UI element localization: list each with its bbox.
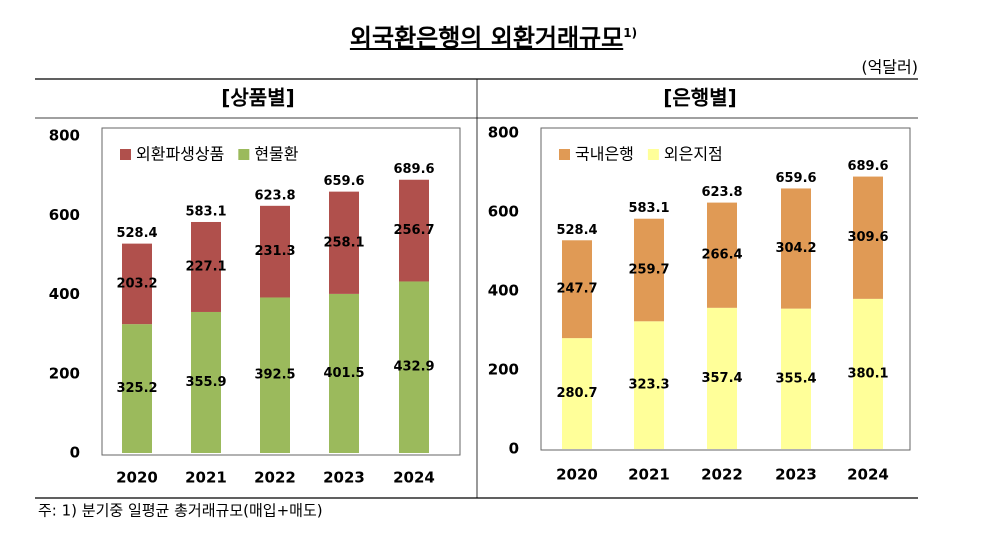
total-label: 689.6 — [393, 162, 434, 177]
value-label: 355.9 — [185, 375, 226, 390]
bar-segment — [260, 205, 290, 298]
y-tick-label: 400 — [488, 282, 519, 300]
x-tick-label: 2023 — [775, 466, 817, 484]
legend-label: 외은지점 — [664, 145, 723, 164]
x-tick-label: 2023 — [323, 469, 365, 487]
total-label: 689.6 — [847, 159, 888, 174]
page-title: 외국환은행의 외환거래규모1) — [0, 18, 987, 53]
bar-segment — [329, 191, 359, 294]
bar-segment — [707, 202, 737, 308]
x-tick-label: 2024 — [847, 466, 889, 484]
bar-segment — [260, 297, 290, 453]
panel-title: [은행별] — [663, 86, 736, 110]
legend-label: 국내은행 — [575, 145, 634, 164]
value-label: 392.5 — [254, 368, 295, 383]
legend-label: 외환파생상품 — [136, 145, 224, 164]
value-label: 227.1 — [185, 259, 226, 274]
y-tick-label: 200 — [488, 361, 519, 379]
y-tick-label: 600 — [488, 203, 519, 221]
value-label: 231.3 — [254, 244, 295, 259]
unit: (억달러) — [861, 58, 918, 77]
value-label: 259.7 — [628, 263, 669, 278]
value-label: 401.5 — [323, 366, 364, 381]
title-note: 1) — [623, 26, 638, 40]
legend-swatch — [647, 149, 659, 160]
bar-segment — [562, 240, 592, 339]
bar-segment — [399, 281, 429, 453]
total-label: 623.8 — [254, 188, 295, 203]
value-label: 380.1 — [847, 366, 888, 381]
legend-swatch — [238, 149, 250, 160]
bar-segment — [853, 176, 883, 299]
bar-segment — [191, 221, 221, 312]
y-tick-label: 400 — [49, 285, 80, 303]
value-label: 323.3 — [628, 378, 669, 393]
value-label: 256.7 — [393, 223, 434, 238]
value-label: 309.6 — [847, 230, 888, 245]
bar-segment — [853, 298, 883, 449]
total-label: 528.4 — [116, 226, 157, 241]
x-tick-label: 2021 — [185, 469, 227, 487]
x-tick-label: 2024 — [393, 469, 435, 487]
value-label: 304.2 — [775, 241, 816, 256]
bar-segment — [399, 179, 429, 282]
bar-segment — [781, 308, 811, 449]
bar-segment — [191, 311, 221, 453]
y-tick-label: 800 — [488, 124, 519, 142]
bar-segment — [634, 218, 664, 322]
y-tick-label: 800 — [49, 127, 80, 145]
legend-swatch — [120, 149, 131, 160]
value-label: 266.4 — [701, 248, 742, 263]
total-label: 583.1 — [628, 201, 669, 216]
bar-segment — [122, 243, 152, 325]
y-tick-label: 200 — [49, 364, 80, 382]
x-tick-label: 2021 — [628, 466, 670, 484]
value-label: 280.7 — [556, 386, 597, 401]
value-label: 258.1 — [323, 235, 364, 250]
value-label: 357.4 — [701, 371, 742, 386]
plot-area — [540, 127, 911, 451]
x-tick-label: 2020 — [556, 466, 598, 484]
bar-segment — [781, 188, 811, 309]
legend-swatch — [559, 149, 570, 160]
total-label: 623.8 — [701, 185, 742, 200]
total-label: 659.6 — [775, 171, 816, 186]
y-tick-label: 600 — [49, 206, 80, 224]
bar-segment — [707, 307, 737, 449]
footnote: 주: 1) 분기중 일평균 총거래규모(매입+매도) — [38, 502, 323, 520]
legend-label: 현물환 — [254, 145, 298, 164]
panel-title: [상품별] — [221, 86, 294, 110]
value-label: 247.7 — [556, 282, 597, 297]
value-label: 203.2 — [116, 276, 157, 291]
value-label: 325.2 — [116, 381, 157, 396]
bar-segment — [122, 324, 152, 453]
plot-area — [101, 127, 461, 456]
y-tick-label: 0 — [509, 440, 519, 458]
x-tick-label: 2020 — [116, 469, 158, 487]
total-label: 659.6 — [323, 174, 364, 189]
y-tick-label: 0 — [70, 444, 80, 462]
total-label: 528.4 — [556, 223, 597, 238]
value-label: 355.4 — [775, 371, 816, 386]
title-text: 외국환은행의 외환거래규모 — [349, 24, 624, 52]
bar-segment — [634, 321, 664, 449]
x-tick-label: 2022 — [254, 469, 296, 487]
bar-segment — [329, 293, 359, 453]
total-label: 583.1 — [185, 204, 226, 219]
value-label: 432.9 — [393, 360, 434, 375]
x-tick-label: 2022 — [701, 466, 743, 484]
bar-segment — [562, 338, 592, 449]
